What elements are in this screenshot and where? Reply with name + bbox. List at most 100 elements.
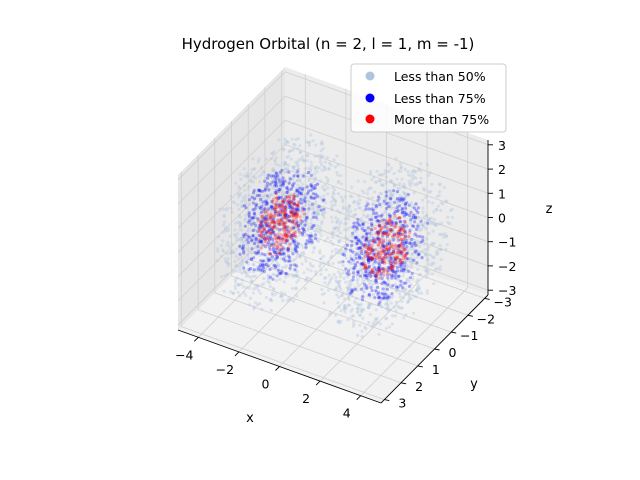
data-point xyxy=(450,215,454,219)
data-point xyxy=(390,274,394,278)
data-point xyxy=(401,211,405,215)
data-point xyxy=(236,232,240,236)
data-point xyxy=(271,230,275,234)
data-point xyxy=(306,267,310,271)
data-point xyxy=(316,194,320,198)
data-point xyxy=(365,232,369,236)
data-point xyxy=(356,333,360,337)
data-point xyxy=(356,248,361,252)
data-point xyxy=(288,188,292,192)
data-point xyxy=(308,236,312,240)
data-point xyxy=(362,238,367,242)
data-point xyxy=(401,198,405,202)
data-point xyxy=(402,229,406,234)
data-point xyxy=(367,256,371,260)
data-point xyxy=(265,219,269,223)
data-point xyxy=(333,227,337,231)
data-point xyxy=(380,213,384,217)
data-point xyxy=(296,242,300,247)
data-point xyxy=(391,294,395,298)
data-point xyxy=(396,246,400,250)
data-point xyxy=(400,241,404,245)
data-point xyxy=(277,211,281,215)
data-point xyxy=(375,169,379,173)
data-point xyxy=(296,136,300,141)
data-point xyxy=(310,238,314,242)
data-point xyxy=(264,296,268,300)
data-point xyxy=(294,244,298,248)
data-point xyxy=(363,245,367,249)
data-point xyxy=(434,223,438,227)
data-point xyxy=(222,214,226,219)
data-point xyxy=(270,193,274,197)
data-point xyxy=(371,263,375,267)
data-point xyxy=(371,207,375,211)
data-point xyxy=(293,214,297,218)
data-point xyxy=(259,223,263,227)
data-point xyxy=(287,230,291,234)
data-point xyxy=(383,290,387,294)
data-point xyxy=(404,195,408,199)
data-point xyxy=(225,243,229,247)
data-point xyxy=(377,196,382,200)
data-point xyxy=(240,204,244,209)
data-point xyxy=(276,213,280,217)
data-point xyxy=(242,270,246,274)
data-point xyxy=(395,265,399,269)
data-point xyxy=(263,267,267,271)
data-point xyxy=(384,292,388,296)
data-point xyxy=(370,247,374,251)
data-point xyxy=(273,183,277,187)
data-point xyxy=(291,275,295,279)
data-point xyxy=(378,269,382,273)
data-point xyxy=(366,294,370,298)
data-point xyxy=(388,308,392,312)
data-point xyxy=(385,317,389,321)
data-point xyxy=(283,205,287,209)
data-point xyxy=(266,213,270,217)
data-point xyxy=(423,251,428,256)
data-point xyxy=(404,212,408,216)
data-point xyxy=(395,252,399,256)
data-point xyxy=(271,242,275,246)
data-point xyxy=(281,204,285,208)
data-point xyxy=(392,252,396,256)
data-point xyxy=(390,263,394,267)
data-point xyxy=(381,240,386,244)
data-point xyxy=(432,261,436,265)
data-point xyxy=(238,238,242,242)
data-point xyxy=(256,284,260,288)
data-point xyxy=(240,228,244,232)
data-point xyxy=(385,219,389,223)
data-point xyxy=(244,216,248,221)
data-point xyxy=(380,243,384,247)
data-point xyxy=(379,219,383,223)
data-point xyxy=(417,286,421,290)
data-point xyxy=(336,163,340,167)
data-point xyxy=(372,265,376,269)
data-point xyxy=(296,200,300,204)
data-point xyxy=(413,216,417,220)
data-point xyxy=(294,187,298,191)
data-point xyxy=(258,268,262,272)
data-point xyxy=(280,271,284,275)
data-point xyxy=(402,225,407,229)
data-point xyxy=(290,204,294,208)
data-point xyxy=(278,271,282,275)
data-point xyxy=(392,184,396,188)
data-point xyxy=(370,270,374,274)
data-point xyxy=(298,209,302,213)
data-point xyxy=(264,222,268,226)
data-point xyxy=(277,229,281,234)
data-point xyxy=(299,191,303,196)
data-point xyxy=(271,225,275,230)
data-point xyxy=(392,220,396,224)
data-point xyxy=(312,196,316,200)
data-point xyxy=(313,210,317,214)
data-point xyxy=(322,194,326,198)
data-point xyxy=(383,172,387,176)
data-point xyxy=(285,139,289,143)
data-point xyxy=(268,232,273,236)
data-point xyxy=(329,163,333,167)
data-point xyxy=(426,173,431,177)
